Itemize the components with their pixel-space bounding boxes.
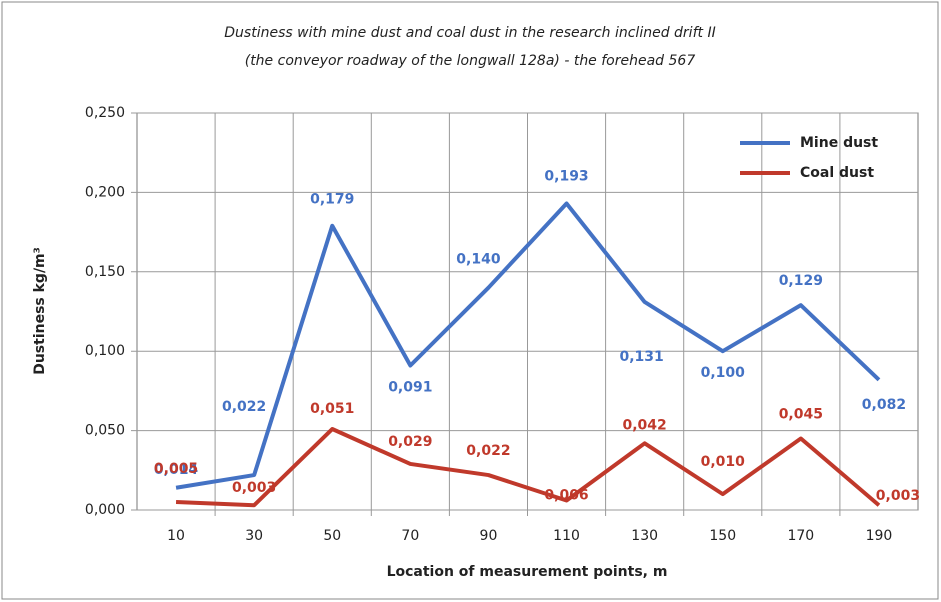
data-label: 0,179	[310, 192, 354, 208]
data-label: 0,022	[466, 443, 510, 459]
y-tick-label: 0,100	[85, 343, 125, 359]
data-label: 0,129	[779, 273, 823, 289]
series-line	[175, 201, 881, 490]
x-tick-label: 170	[787, 528, 814, 544]
legend-label: Mine dust	[800, 135, 878, 151]
y-axis-label: Dustiness kg/m³	[32, 247, 48, 375]
x-tick-label: 190	[866, 528, 893, 544]
data-label: 0,140	[456, 252, 501, 268]
data-label: 0,022	[222, 399, 266, 415]
data-label: 0,193	[544, 169, 588, 185]
x-tick-label: 70	[401, 528, 419, 544]
data-label: 0,091	[388, 379, 432, 395]
legend-label: Coal dust	[800, 165, 874, 181]
x-tick-label: 110	[553, 528, 580, 544]
x-tick-label: 130	[631, 528, 658, 544]
data-label: 0,029	[388, 434, 432, 450]
chart-title: Dustiness with mine dust and coal dust i…	[224, 25, 715, 41]
data-label: 0,003	[232, 480, 276, 496]
data-label: 0,131	[620, 349, 664, 365]
data-label: 0,005	[154, 461, 198, 477]
data-label: 0,042	[623, 417, 667, 433]
y-tick-label: 0,050	[85, 423, 125, 439]
x-tick-label: 10	[167, 528, 185, 544]
data-label: 0,006	[544, 487, 588, 503]
data-label: 0,010	[701, 454, 746, 470]
x-tick-label: 50	[323, 528, 341, 544]
data-label: 0,014	[154, 462, 199, 478]
y-tick-label: 0,250	[85, 105, 125, 121]
data-label: 0,082	[862, 397, 906, 413]
x-tick-label: 150	[709, 528, 736, 544]
y-tick-label: 0,150	[85, 264, 125, 280]
data-label: 0,051	[310, 401, 354, 417]
series-line	[175, 427, 881, 508]
x-axis-label: Location of measurement points, m	[387, 564, 668, 580]
y-tick-label: 0,200	[85, 184, 125, 200]
data-label: 0,003	[876, 488, 920, 504]
y-tick-label: 0,000	[85, 502, 125, 518]
chart-title: (the conveyor roadway of the longwall 12…	[245, 53, 696, 69]
data-label: 0,045	[779, 407, 823, 423]
x-tick-label: 90	[480, 528, 498, 544]
data-label: 0,100	[701, 365, 746, 381]
x-tick-label: 30	[245, 528, 263, 544]
